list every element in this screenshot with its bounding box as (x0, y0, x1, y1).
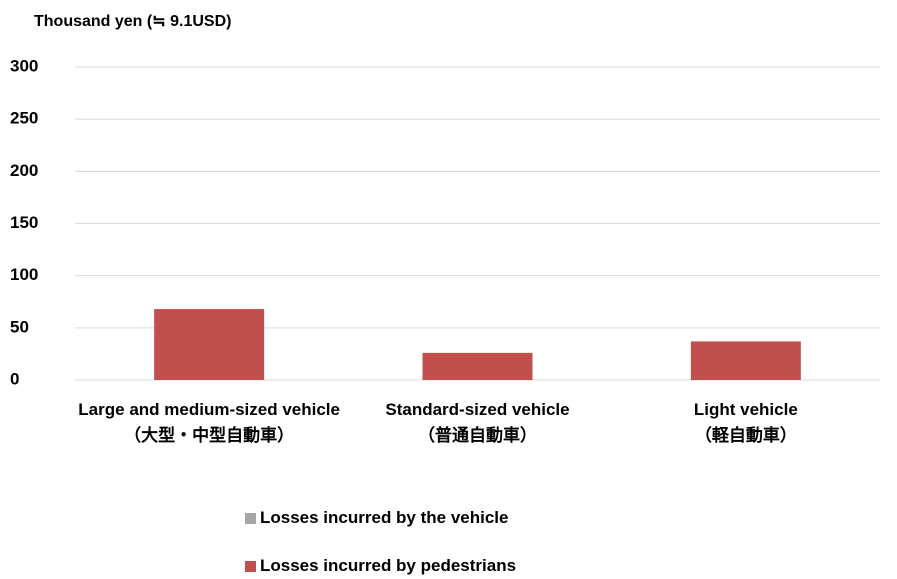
legend-swatch (245, 512, 256, 524)
x-tick-label: Large and medium-sized vehicle （大型・中型自動車… (78, 400, 340, 445)
legend-label: Losses incurred by pedestrians (260, 556, 517, 575)
y-tick-label: 200 (10, 161, 38, 180)
y-tick-label: 300 (10, 56, 38, 75)
y-tick-label: 100 (10, 265, 38, 284)
bar (690, 341, 801, 380)
bar (154, 309, 265, 380)
legend-item: Losses incurred by the vehicle (245, 508, 508, 528)
bar (422, 352, 533, 380)
legend-swatch (245, 560, 256, 572)
x-tick-label: Light vehicle （軽自動車） (693, 400, 798, 445)
y-axis-label: Thousand yen (≒ 9.1USD) (34, 13, 231, 30)
legend-label: Losses incurred by the vehicle (260, 508, 509, 527)
y-tick-label: 0 (10, 369, 19, 388)
y-tick-label: 250 (10, 109, 38, 128)
y-tick-label: 150 (10, 213, 38, 232)
x-tick-label: Standard-sized vehicle （普通自動車） (385, 400, 570, 445)
y-tick-label: 50 (10, 317, 29, 336)
legend-item: Losses incurred by pedestrians (245, 556, 516, 576)
